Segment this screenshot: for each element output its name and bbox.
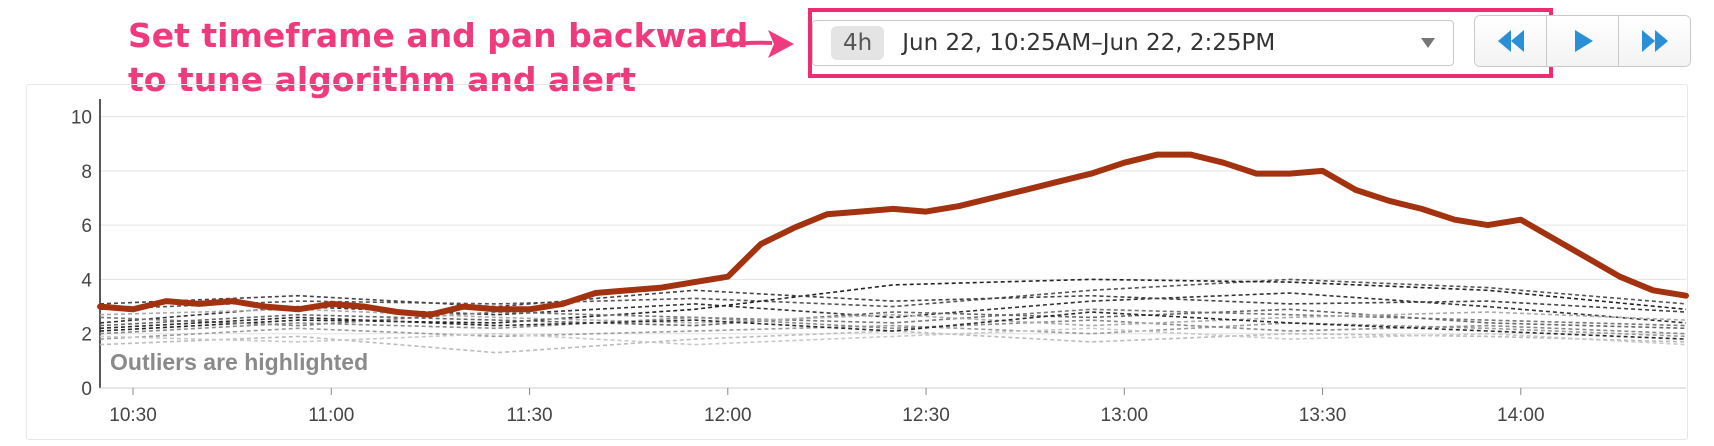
double-chevron-right-icon (1641, 30, 1668, 52)
y-tick-label: 4 (81, 270, 92, 291)
series-line (99, 316, 1687, 335)
timeframe-range-text: Jun 22, 10:25AM–Jun 22, 2:25PM (902, 30, 1276, 56)
y-tick-label: 2 (81, 325, 92, 346)
x-tick-label: 13:30 (1299, 405, 1347, 426)
timeframe-nav-buttons (1474, 15, 1691, 67)
y-tick-label: 8 (81, 162, 92, 183)
pan-backward-button[interactable] (1475, 16, 1547, 66)
series-line (99, 308, 1687, 330)
series-line (99, 311, 1687, 340)
series-line (99, 308, 1687, 327)
series-line (99, 322, 1687, 340)
x-tick-label: 13:00 (1101, 405, 1149, 426)
x-tick-label: 11:00 (308, 405, 354, 426)
y-tick-label: 6 (81, 216, 92, 237)
outlier-series-line (97, 151, 1689, 318)
x-tick-label: 12:00 (704, 405, 752, 426)
chart-note: Outliers are highlighted (110, 349, 369, 375)
double-chevron-left-icon (1497, 30, 1524, 52)
series-line (99, 278, 1687, 311)
series-line (99, 289, 1687, 313)
annotation-line-1: Set timeframe and pan backward (128, 16, 749, 55)
play-icon (1574, 30, 1593, 52)
timeframe-selector[interactable]: 4h Jun 22, 10:25AM–Jun 22, 2:25PM (812, 20, 1454, 66)
arrow-icon (715, 30, 794, 58)
x-tick-label: 11:30 (506, 405, 552, 426)
caret-down-icon[interactable] (1421, 38, 1435, 48)
series-line (99, 327, 1687, 346)
pan-forward-button[interactable] (1619, 16, 1690, 66)
x-tick-label: 10:30 (109, 405, 157, 426)
play-button[interactable] (1547, 16, 1619, 66)
annotation-line-2: to tune algorithm and alert (128, 60, 637, 99)
chart-panel (26, 84, 1688, 440)
timeframe-duration-badge: 4h (831, 26, 885, 60)
annotation-callout: Set timeframe and pan backward to tune a… (128, 14, 749, 102)
x-tick-label: 12:30 (902, 405, 950, 426)
series-line (99, 278, 1687, 332)
y-tick-label: 10 (71, 108, 92, 129)
y-tick-label: 0 (81, 379, 92, 400)
x-tick-label: 14:00 (1497, 405, 1545, 426)
